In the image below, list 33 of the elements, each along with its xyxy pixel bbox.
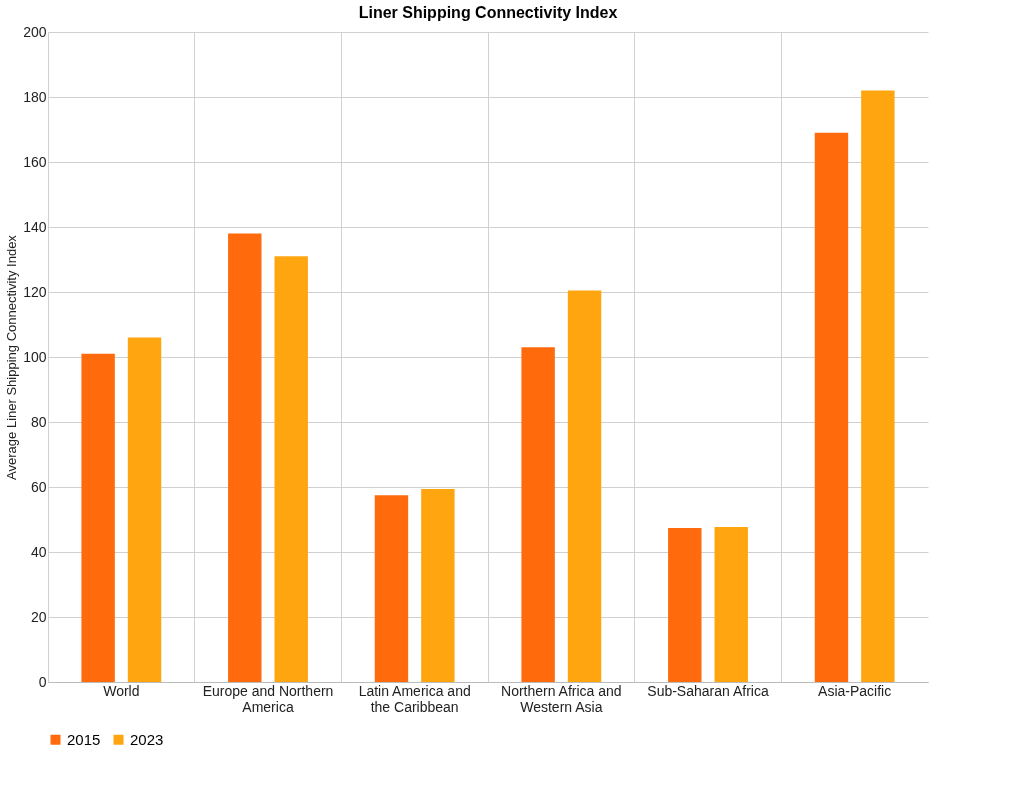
legend-label: 2023 bbox=[130, 730, 164, 748]
y-axis-title: Average Liner Shipping Connectivity Index bbox=[4, 234, 20, 480]
x-tick-label: Northern Africa and Western Asia bbox=[501, 682, 622, 715]
y-tick-label: 120 bbox=[23, 283, 47, 300]
bar bbox=[861, 90, 895, 682]
bar bbox=[228, 233, 262, 682]
x-tick-label: Europe and Northern America bbox=[202, 682, 334, 715]
y-tick-label: 100 bbox=[23, 348, 47, 365]
y-tick-label: 140 bbox=[23, 218, 47, 235]
bar bbox=[668, 527, 702, 682]
bar bbox=[714, 526, 748, 682]
bar bbox=[814, 132, 849, 682]
y-tick-label: 20 bbox=[30, 608, 47, 625]
bar bbox=[567, 290, 602, 682]
y-tick-label: 180 bbox=[23, 88, 47, 105]
y-tick-label: 0 bbox=[38, 673, 47, 690]
bar bbox=[274, 256, 308, 682]
bar bbox=[81, 353, 115, 682]
y-tick-label: 200 bbox=[23, 23, 47, 40]
y-tick-label: 160 bbox=[23, 153, 47, 170]
y-tick-label: 80 bbox=[30, 413, 47, 430]
x-tick-label: Latin America and the Caribbean bbox=[358, 682, 471, 715]
y-tick-label: 40 bbox=[30, 543, 47, 560]
bar bbox=[374, 495, 409, 682]
y-tick-label: 60 bbox=[30, 478, 47, 495]
x-tick-label: Asia-Pacific bbox=[818, 682, 892, 699]
bar bbox=[421, 488, 455, 682]
legend-label: 2015 bbox=[67, 730, 101, 748]
bar bbox=[127, 337, 162, 682]
x-tick-label: World bbox=[103, 682, 140, 699]
bar bbox=[521, 347, 555, 682]
x-tick-label: Sub-Saharan Africa bbox=[647, 682, 769, 699]
chart-title: Liner Shipping Connectivity Index bbox=[358, 4, 618, 21]
